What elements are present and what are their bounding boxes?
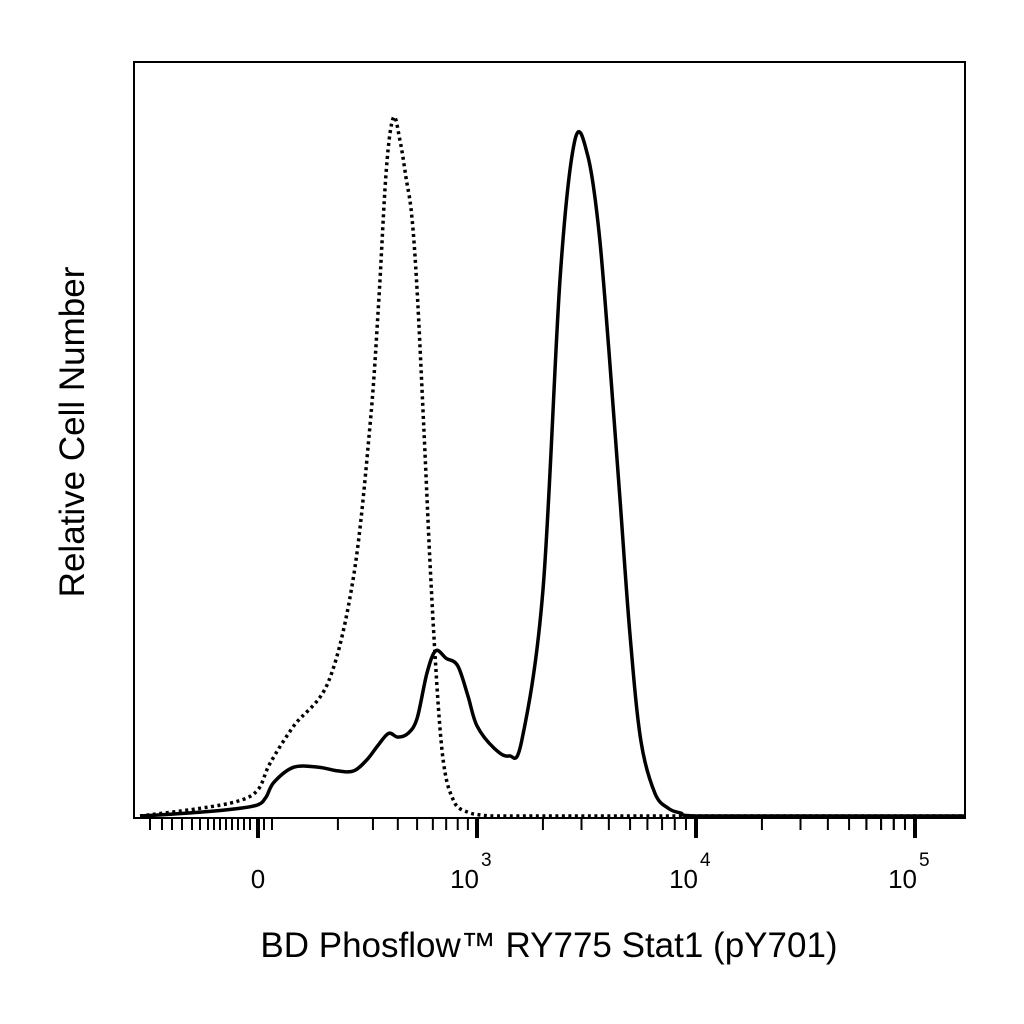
series-layer bbox=[139, 114, 964, 818]
tick-label: 10 bbox=[888, 864, 917, 894]
plot-frame bbox=[133, 61, 966, 819]
tick-label: 10 bbox=[450, 864, 479, 894]
tick-label: 0 bbox=[251, 864, 265, 894]
tick-label-exponent: 4 bbox=[700, 850, 711, 871]
y-axis-label: Relative Cell Number bbox=[53, 266, 92, 597]
series-solid-line bbox=[139, 130, 964, 818]
x-axis-label: BD Phosflow™ RY775 Stat1 (pY701) bbox=[260, 926, 837, 965]
tick-label: 10 bbox=[669, 864, 698, 894]
x-axis-minor-ticks bbox=[149, 818, 906, 830]
tick-label-exponent: 3 bbox=[481, 850, 492, 871]
x-axis-major-ticks bbox=[256, 818, 917, 838]
tick-label-exponent: 5 bbox=[919, 850, 930, 871]
